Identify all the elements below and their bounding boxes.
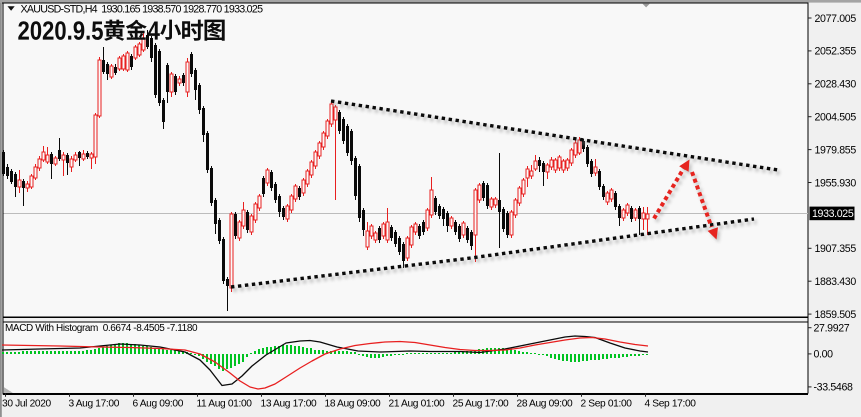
svg-text:18 Aug 09:00: 18 Aug 09:00 <box>325 398 382 409</box>
svg-text:-33.5468: -33.5468 <box>814 382 853 394</box>
svg-text:6 Aug 09:00: 6 Aug 09:00 <box>133 398 184 409</box>
svg-text:27.9927: 27.9927 <box>814 323 850 335</box>
svg-text:1907.355: 1907.355 <box>815 243 857 255</box>
svg-text:3 Aug 17:00: 3 Aug 17:00 <box>69 398 120 409</box>
svg-text:1979.855: 1979.855 <box>815 144 857 156</box>
svg-text:MACD With Histogram 0.6674 -8: MACD With Histogram 0.6674 -8.4505 -7.11… <box>5 323 198 334</box>
svg-text:2077.005: 2077.005 <box>815 13 857 25</box>
svg-text:0.00: 0.00 <box>814 349 834 361</box>
svg-text:1859.505: 1859.505 <box>815 309 857 321</box>
svg-text:4 Sep 17:00: 4 Sep 17:00 <box>645 398 697 409</box>
svg-text:2004.505: 2004.505 <box>815 112 857 124</box>
svg-text:2028.430: 2028.430 <box>815 79 857 91</box>
svg-text:1955.930: 1955.930 <box>815 177 857 189</box>
svg-text:11 Aug 01:00: 11 Aug 01:00 <box>197 398 253 409</box>
svg-text:30 Jul 2020: 30 Jul 2020 <box>2 398 52 409</box>
svg-text:XAUUSD-STD,H4 1930.165 1938.5: XAUUSD-STD,H4 1930.165 1938.570 1928.770… <box>21 4 264 16</box>
svg-text:2052.355: 2052.355 <box>815 46 857 58</box>
svg-text:13 Aug 17:00: 13 Aug 17:00 <box>261 398 318 409</box>
svg-text:28 Aug 09:00: 28 Aug 09:00 <box>517 398 574 409</box>
svg-text:2 Sep 01:00: 2 Sep 01:00 <box>581 398 633 409</box>
svg-text:21 Aug 01:00: 21 Aug 01:00 <box>389 398 446 409</box>
svg-text:1933.025: 1933.025 <box>812 208 854 220</box>
svg-text:1883.430: 1883.430 <box>815 276 857 288</box>
svg-text:25 Aug 17:00: 25 Aug 17:00 <box>453 398 510 409</box>
